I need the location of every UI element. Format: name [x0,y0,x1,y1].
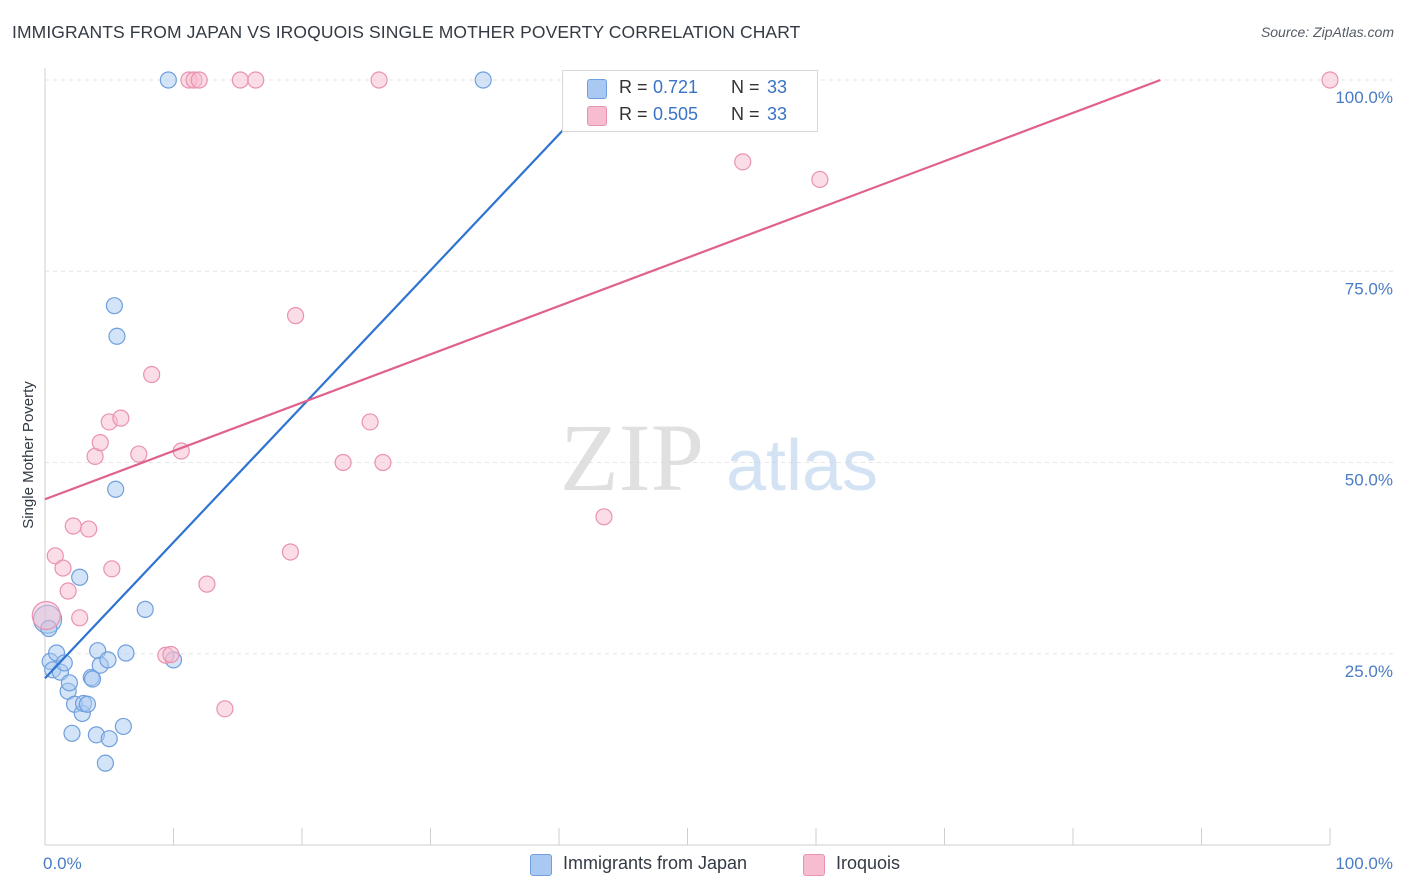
y-tick-label-50: 50.0% [1345,471,1393,490]
iroquois-point [64,517,82,535]
iroquois-point [190,71,208,89]
iroquois-point [370,71,388,89]
iroquois-n-value: 33 [767,104,788,124]
iroquois-point [811,170,829,189]
japan-point [55,654,73,672]
y-tick-label-25: 25.0% [1345,662,1393,681]
legend-japan-label: Immigrants from Japan [563,853,748,873]
stats-legend-row-iroquois: R = 0.505 N = 33 [563,101,817,127]
iroquois-point [91,434,109,452]
japan-point [96,754,114,772]
iroquois-point [198,575,216,593]
japan-point [474,71,492,89]
japan-r-value: 0.721 [653,77,699,97]
japan-point [63,724,81,742]
iroquois-point [216,700,234,718]
y-tick-label-100: 100.0% [1335,88,1393,107]
x-tick-label-max: 100.0% [1335,854,1393,873]
chart-title: IMMIGRANTS FROM JAPAN VS IROQUOIS SINGLE… [12,22,801,42]
chart-source: Source: ZipAtlas.com [1260,24,1394,40]
stats-legend: R = 0.721 N = 33 R = 0.505 N = 33 [562,70,818,132]
iroquois-trendline [44,78,1161,501]
iroquois-n-label: N = [731,104,760,124]
iroquois-point [281,543,300,561]
japan-point [71,568,89,586]
iroquois-point [361,413,379,431]
iroquois-point [46,547,64,565]
iroquois-point [334,453,352,472]
iroquois-point [112,409,130,427]
japan-n-value: 33 [767,77,788,97]
iroquois-point [130,445,148,463]
iroquois-point [80,520,98,538]
y-tick-labels: 25.0% 50.0% 75.0% 100.0% [1335,88,1393,681]
japan-point [100,730,118,748]
iroquois-point [286,307,305,325]
japan-point [136,600,154,618]
watermark-atlas: atlas [726,426,878,506]
x-tick-labels: 0.0% 100.0% [43,854,1393,873]
japan-point [78,695,97,713]
iroquois-point [162,645,180,664]
axes [44,68,1331,846]
iroquois-point [1321,71,1339,89]
japan-point [108,327,126,345]
iroquois-r-value: 0.505 [653,104,699,124]
iroquois-r-label: R = [619,104,648,124]
japan-n-label: N = [731,77,760,97]
legend-iroquois-swatch [803,854,825,876]
legend-japan-swatch [530,854,552,876]
iroquois-point [734,153,752,171]
series-iroquois-points [31,71,1339,718]
watermark: ZIP atlas [560,404,878,511]
japan-point [114,717,132,736]
iroquois-point [595,508,613,526]
y-tick-label-75: 75.0% [1345,279,1393,298]
iroquois-point [54,559,72,577]
japan-point [83,670,102,688]
japan-point [60,674,79,692]
japan-swatch [587,79,607,99]
japan-point [99,651,117,669]
iroquois-point [71,609,89,627]
japan-trendline [44,79,612,679]
japan-point [159,71,177,89]
iroquois-point [247,71,265,89]
y-axis-label: Single Mother Poverty [20,381,37,529]
japan-point [107,480,125,498]
stats-legend-row-japan: R = 0.721 N = 33 [563,74,817,100]
iroquois-swatch [587,106,607,126]
legend-iroquois-label: Iroquois [836,853,901,873]
grid-lines [45,79,1395,655]
x-tick-label-min: 0.0% [43,854,82,873]
iroquois-point [231,71,249,89]
iroquois-point [31,600,61,631]
trendlines [44,78,1161,679]
iroquois-point [143,365,161,384]
iroquois-point [59,582,77,600]
watermark-zip: ZIP [560,404,704,511]
iroquois-point [374,453,392,472]
iroquois-point [103,560,121,578]
japan-r-label: R = [619,77,648,97]
japan-point [105,297,123,315]
japan-point [117,644,135,662]
